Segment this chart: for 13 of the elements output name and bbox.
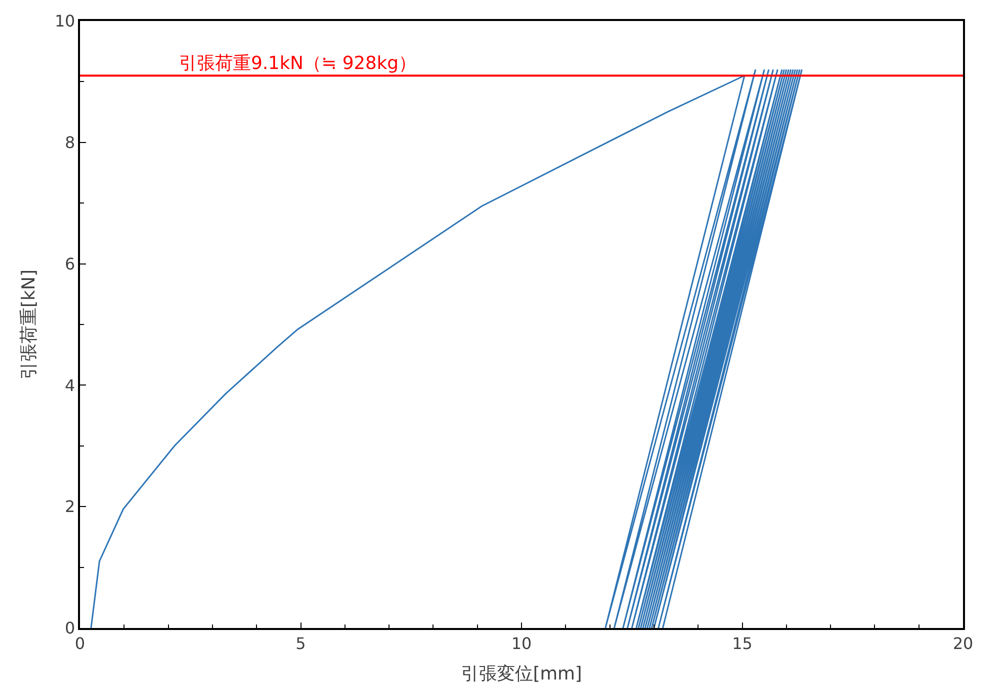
- y-tick-label: 0: [64, 618, 76, 638]
- y-tick-label: 2: [64, 497, 76, 516]
- x-axis-title: 引張変位[mm]: [460, 664, 582, 685]
- x-tick-label: 15: [732, 634, 752, 653]
- y-tick-label: 10: [54, 12, 76, 31]
- y-tick-label: 4: [64, 376, 76, 395]
- ref-line-label: 引張荷重9.1kN（≒ 928kg）: [179, 53, 417, 74]
- y-axis-title: 引張荷重[kN]: [18, 270, 40, 380]
- x-tick-label: 20: [952, 634, 974, 653]
- y-tick-label: 8: [64, 133, 76, 152]
- x-tick-label: 10: [511, 634, 532, 653]
- x-tick-label: 5: [296, 634, 306, 653]
- y-tick-label: 6: [64, 254, 76, 274]
